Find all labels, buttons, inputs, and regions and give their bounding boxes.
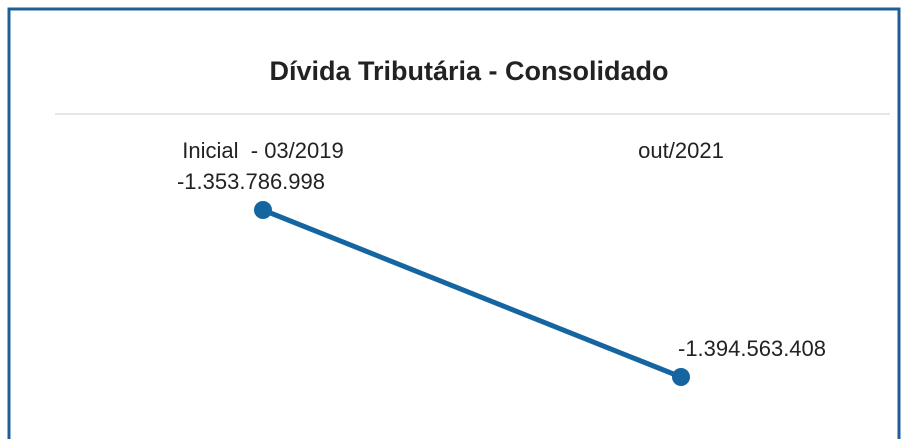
category-label: out/2021 bbox=[638, 138, 724, 163]
value-label: -1.353.786.998 bbox=[177, 169, 325, 194]
point bbox=[254, 201, 272, 219]
frame bbox=[7, 7, 901, 439]
category-label: Inicial - 03/2019 bbox=[182, 138, 343, 163]
line bbox=[262, 207, 682, 380]
value-label: -1.394.563.408 bbox=[678, 336, 826, 361]
point bbox=[672, 368, 690, 386]
chart-title: Dívida Tributária - Consolidado bbox=[269, 56, 668, 86]
